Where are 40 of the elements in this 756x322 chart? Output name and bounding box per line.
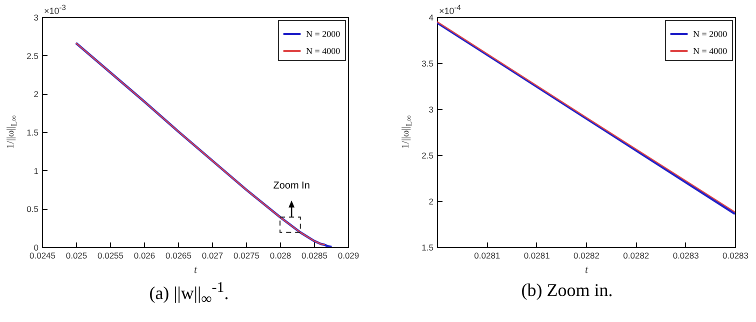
x-tick-label: 0.0283 [722,250,749,260]
x-tick-label: 0.0281 [474,250,500,260]
x-tick-label: 0.026 [134,250,156,260]
x-tick-label: 0.0275 [234,250,260,260]
x-axis-title: t [584,264,589,276]
y-tick-label: 1.5 [26,128,39,138]
y-tick-label: 2.5 [422,150,434,160]
y-tick-label: 3 [34,12,39,22]
x-tick-label: 0.0255 [98,250,124,260]
text: ×10$^{-3}$ [44,3,66,16]
x-tick-label: 0.025 [66,250,88,260]
y-tick-label: 4 [428,12,434,22]
x-tick-label: 0.0245 [30,250,56,260]
x-tick-label: 0.0281 [524,250,550,260]
y-tick-label: 2 [428,196,434,206]
text: (a) ||w||$_{∞}$$^{-1}$. [148,280,230,309]
legend-label: N = 2000 [693,29,728,39]
y-tick-label: 2.5 [26,50,39,61]
x-tick-label: 0.0283 [672,250,700,260]
x-axis-title: t [194,264,198,276]
x-tick-label: 0.028 [270,250,292,260]
annotation: Zoom In [273,180,310,192]
y-tick-label: 3.5 [422,58,434,68]
x-tick-label: 0.029 [338,250,360,260]
y-tick-label: 3 [428,104,434,114]
y-tick-label: 1 [34,166,39,176]
x-tick-label: 0.0282 [574,250,600,260]
y-tick-label: 0.5 [26,204,39,214]
x-tick-label: 0.027 [202,250,224,260]
x-tick-label: 0.0285 [302,250,328,260]
x-tick-label: 0.0265 [166,250,192,260]
x-tick-label: 0.0282 [623,250,650,260]
legend-label: N = 4000 [306,46,341,56]
y-tick-label: 2 [34,89,39,100]
text: (b) Zoom in. [520,280,614,301]
legend-label: N = 4000 [693,46,728,56]
y-tick-label: 1.5 [422,242,434,252]
legend-label: N = 2000 [306,29,341,39]
text: ×10$^{-4}$ [439,3,461,16]
y-tick-label: 0 [34,242,39,252]
